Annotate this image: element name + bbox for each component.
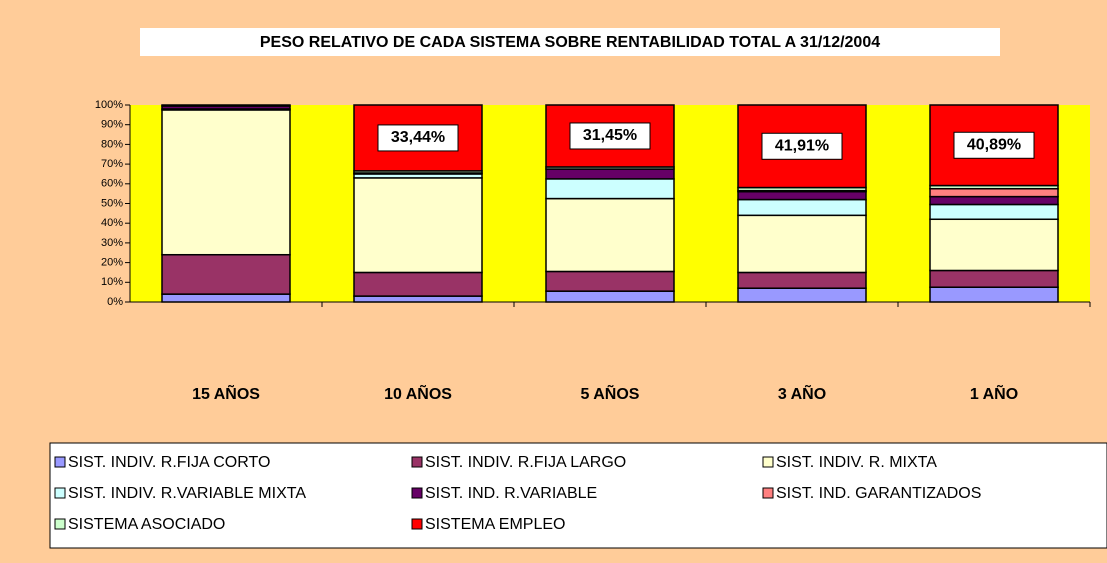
bar-segment: [929, 269, 1059, 288]
bar-segment: [161, 253, 291, 295]
legend-swatch: [762, 487, 774, 499]
legend-box: [49, 442, 1107, 549]
bar-segment: [353, 295, 483, 303]
y-tick-label: 10%: [101, 276, 123, 288]
legend-label: SIST. IND. R.VARIABLE: [425, 485, 597, 502]
legend-swatch: [411, 456, 423, 468]
value-label-box: [761, 132, 843, 160]
bar-segment: [929, 218, 1059, 272]
legend-label: SIST. INDIV. R.VARIABLE MIXTA: [68, 485, 306, 502]
y-tick-label: 100%: [95, 99, 123, 111]
value-label: 41,91%: [775, 138, 829, 155]
value-label: 40,89%: [967, 136, 1021, 153]
bar-segment: [737, 271, 867, 289]
legend-swatch: [411, 487, 423, 499]
bar-segment: [161, 293, 291, 303]
y-tick-label: 90%: [101, 119, 123, 131]
bar-segment: [929, 286, 1059, 303]
bar-segment: [545, 270, 675, 292]
title-background: [140, 28, 1000, 56]
legend-label: SIST. INDIV. R.FIJA CORTO: [68, 454, 270, 471]
legend-label: SIST. INDIV. R.FIJA LARGO: [425, 454, 626, 471]
x-tick-label: 15 AÑOS: [192, 383, 260, 403]
y-tick-label: 70%: [101, 158, 123, 170]
legend-swatch: [411, 518, 423, 530]
legend-swatch: [54, 456, 66, 468]
bar-segment: [353, 271, 483, 297]
bar-segment: [737, 214, 867, 274]
value-label-box: [569, 122, 651, 150]
bar-segment: [737, 198, 867, 217]
bar-segment: [545, 168, 675, 180]
bar-segment: [737, 287, 867, 303]
x-tick-label: 5 AÑOS: [581, 383, 640, 403]
chart-title: PESO RELATIVO DE CADA SISTEMA SOBRE RENT…: [260, 34, 880, 51]
legend-label: SIST. IND. GARANTIZADOS: [776, 485, 981, 502]
y-tick-label: 20%: [101, 257, 123, 269]
bar-segment: [737, 190, 867, 201]
y-tick-label: 0%: [107, 296, 123, 308]
bar-segment: [161, 104, 291, 107]
y-tick-label: 50%: [101, 197, 123, 209]
bar-segment: [929, 203, 1059, 221]
bar-segment: [545, 178, 675, 200]
y-tick-label: 60%: [101, 178, 123, 190]
value-label: 31,45%: [583, 127, 637, 144]
x-tick-label: 10 AÑOS: [384, 383, 452, 403]
legend-label: SISTEMA ASOCIADO: [68, 516, 225, 533]
y-tick-label: 40%: [101, 217, 123, 229]
legend-swatch: [762, 456, 774, 468]
bar-segment: [161, 109, 291, 256]
x-tick-label: 3 AÑO: [778, 383, 826, 403]
value-label-box: [377, 124, 459, 152]
legend-swatch: [54, 518, 66, 530]
bar-segment: [545, 290, 675, 303]
value-label: 33,44%: [391, 129, 445, 146]
y-tick-label: 80%: [101, 138, 123, 150]
legend-label: SISTEMA EMPLEO: [425, 516, 565, 533]
bar-segment: [545, 197, 675, 273]
legend-swatch: [54, 487, 66, 499]
y-tick-label: 30%: [101, 237, 123, 249]
x-tick-label: 1 AÑO: [970, 383, 1018, 403]
legend-label: SIST. INDIV. R. MIXTA: [776, 454, 937, 471]
bar-segment: [353, 177, 483, 274]
bar-segment: [929, 195, 1059, 206]
value-label-box: [953, 131, 1035, 159]
bar-segment: [929, 187, 1059, 198]
